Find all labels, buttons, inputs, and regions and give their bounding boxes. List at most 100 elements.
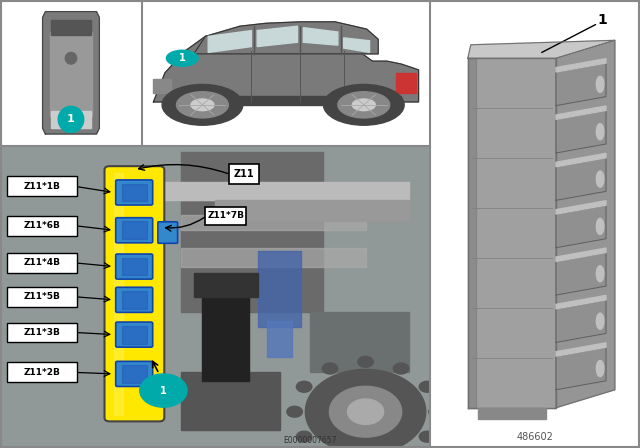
Circle shape	[419, 381, 435, 392]
FancyBboxPatch shape	[104, 166, 164, 422]
Text: 1: 1	[160, 386, 167, 396]
Circle shape	[596, 266, 604, 282]
Polygon shape	[556, 295, 606, 309]
Circle shape	[191, 99, 214, 111]
FancyBboxPatch shape	[205, 207, 246, 225]
Polygon shape	[556, 205, 606, 248]
Circle shape	[162, 84, 243, 125]
FancyBboxPatch shape	[7, 216, 77, 236]
Polygon shape	[122, 326, 147, 344]
FancyBboxPatch shape	[116, 254, 153, 279]
Text: Z11: Z11	[234, 169, 254, 179]
FancyBboxPatch shape	[7, 287, 77, 307]
Circle shape	[338, 92, 390, 118]
Text: 1: 1	[67, 114, 75, 125]
FancyBboxPatch shape	[116, 322, 153, 347]
Polygon shape	[478, 408, 545, 419]
Circle shape	[352, 99, 375, 111]
Polygon shape	[556, 106, 606, 120]
Circle shape	[419, 431, 435, 442]
Polygon shape	[154, 29, 419, 102]
Polygon shape	[163, 182, 408, 200]
Circle shape	[287, 406, 302, 417]
Circle shape	[429, 406, 444, 417]
Circle shape	[596, 218, 604, 234]
Polygon shape	[556, 40, 615, 408]
Circle shape	[596, 124, 604, 140]
Polygon shape	[305, 370, 426, 448]
Circle shape	[177, 92, 228, 118]
Polygon shape	[556, 158, 606, 200]
Circle shape	[323, 363, 338, 374]
Polygon shape	[303, 28, 338, 45]
Polygon shape	[180, 215, 365, 230]
Polygon shape	[43, 12, 99, 134]
Circle shape	[358, 356, 373, 367]
Circle shape	[596, 171, 604, 187]
Text: Z11*3B: Z11*3B	[24, 328, 60, 337]
Polygon shape	[344, 38, 369, 52]
FancyBboxPatch shape	[116, 362, 153, 387]
Polygon shape	[208, 30, 252, 52]
Circle shape	[323, 84, 404, 125]
Polygon shape	[180, 248, 365, 267]
FancyBboxPatch shape	[7, 253, 77, 273]
Polygon shape	[122, 291, 147, 309]
Polygon shape	[556, 59, 606, 72]
Polygon shape	[556, 201, 606, 214]
Polygon shape	[122, 184, 147, 202]
Polygon shape	[180, 151, 323, 312]
Text: Z11*4B: Z11*4B	[24, 258, 60, 267]
Polygon shape	[51, 111, 91, 128]
Circle shape	[394, 363, 409, 374]
Polygon shape	[556, 111, 606, 153]
Text: E0000007657: E0000007657	[283, 436, 337, 445]
Polygon shape	[556, 253, 606, 295]
Polygon shape	[556, 248, 606, 262]
Circle shape	[596, 361, 604, 377]
Polygon shape	[396, 73, 415, 93]
FancyBboxPatch shape	[116, 218, 153, 243]
Circle shape	[166, 50, 198, 66]
Polygon shape	[0, 146, 430, 448]
Polygon shape	[258, 251, 301, 327]
FancyBboxPatch shape	[7, 362, 77, 383]
Text: Z11*7B: Z11*7B	[207, 211, 244, 220]
Polygon shape	[468, 58, 556, 408]
FancyBboxPatch shape	[7, 323, 77, 342]
Text: Z11*5B: Z11*5B	[24, 292, 60, 302]
Text: Z11*1B: Z11*1B	[24, 182, 60, 191]
Polygon shape	[122, 221, 147, 239]
Polygon shape	[194, 22, 378, 54]
Polygon shape	[50, 32, 92, 116]
Polygon shape	[180, 372, 280, 430]
FancyBboxPatch shape	[116, 287, 153, 312]
Circle shape	[596, 76, 604, 92]
Text: Z11*6B: Z11*6B	[24, 221, 60, 230]
Text: 486602: 486602	[516, 432, 554, 442]
Polygon shape	[468, 40, 615, 58]
Polygon shape	[348, 399, 383, 424]
Polygon shape	[257, 26, 298, 47]
Circle shape	[296, 381, 312, 392]
Text: Z11*2B: Z11*2B	[24, 368, 60, 377]
Circle shape	[596, 313, 604, 329]
Polygon shape	[51, 20, 91, 35]
Circle shape	[296, 431, 312, 442]
Polygon shape	[171, 96, 401, 105]
Polygon shape	[180, 188, 365, 200]
Polygon shape	[267, 321, 292, 358]
Polygon shape	[468, 58, 476, 408]
Polygon shape	[114, 173, 123, 415]
Text: 1: 1	[597, 13, 607, 27]
Circle shape	[58, 106, 84, 133]
FancyBboxPatch shape	[116, 180, 153, 205]
Polygon shape	[556, 300, 606, 342]
Polygon shape	[154, 79, 171, 93]
Polygon shape	[556, 153, 606, 167]
Polygon shape	[202, 282, 250, 382]
Polygon shape	[122, 365, 147, 383]
Polygon shape	[330, 386, 402, 437]
Polygon shape	[193, 272, 258, 297]
FancyBboxPatch shape	[229, 164, 259, 184]
